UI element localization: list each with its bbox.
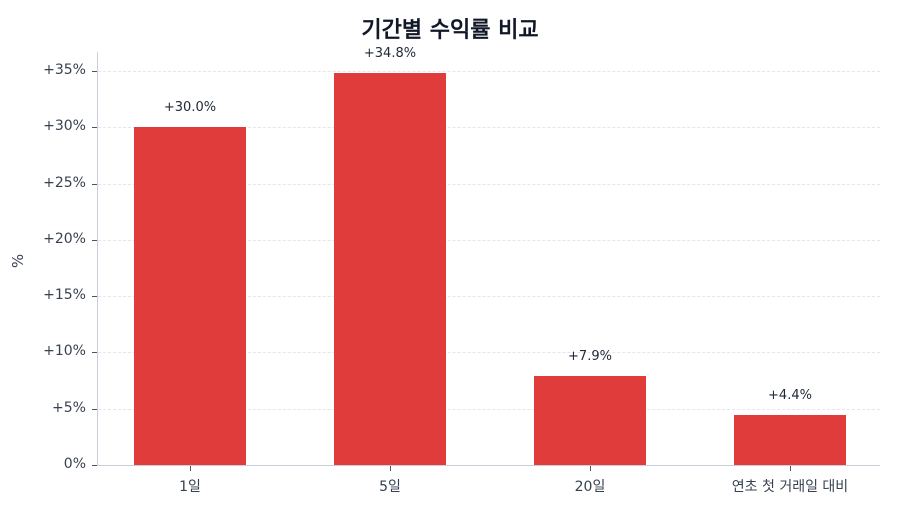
y-axis-line bbox=[97, 52, 98, 466]
bar-3 bbox=[534, 376, 646, 465]
gridline bbox=[98, 352, 880, 353]
x-axis-line bbox=[97, 465, 880, 466]
gridline bbox=[98, 296, 880, 297]
y-tick-label: +20% bbox=[43, 231, 86, 247]
bar-1 bbox=[134, 127, 246, 465]
y-tick-label: +5% bbox=[52, 400, 86, 416]
y-tick-label: +30% bbox=[43, 118, 86, 134]
y-tick-mark bbox=[92, 465, 97, 466]
y-tick-label: +15% bbox=[43, 287, 86, 303]
y-tick-label: +10% bbox=[43, 343, 86, 359]
bar-value-label: +30.0% bbox=[163, 100, 217, 115]
bar-value-label: +34.8% bbox=[363, 46, 417, 61]
x-tick-label: 1일 bbox=[179, 479, 201, 495]
y-tick-mark bbox=[92, 71, 97, 72]
chart-title: 기간별 수익률 비교 bbox=[361, 18, 539, 43]
gridline bbox=[98, 71, 880, 72]
y-tick-mark bbox=[92, 296, 97, 297]
y-tick-mark bbox=[92, 240, 97, 241]
x-tick-mark bbox=[190, 466, 191, 471]
gridline bbox=[98, 127, 880, 128]
gridline bbox=[98, 409, 880, 410]
x-tick-mark bbox=[790, 466, 791, 471]
x-tick-mark bbox=[390, 466, 391, 471]
y-tick-mark bbox=[92, 352, 97, 353]
y-tick-mark bbox=[92, 409, 97, 410]
x-tick-label: 연초 첫 거래일 대비 bbox=[731, 479, 849, 495]
y-tick-label: +35% bbox=[43, 62, 86, 78]
gridline bbox=[98, 184, 880, 185]
bar-4 bbox=[734, 415, 846, 465]
bar-value-label: +7.9% bbox=[568, 349, 612, 364]
gridline bbox=[98, 240, 880, 241]
bar-2 bbox=[334, 73, 446, 465]
y-axis-label: % bbox=[9, 253, 27, 269]
x-tick-label: 20일 bbox=[574, 479, 606, 495]
x-tick-label: 5일 bbox=[379, 479, 401, 495]
y-tick-mark bbox=[92, 184, 97, 185]
bar-value-label: +4.4% bbox=[768, 388, 812, 403]
y-tick-label: 0% bbox=[63, 456, 86, 472]
y-tick-label: +25% bbox=[43, 175, 86, 191]
y-tick-mark bbox=[92, 127, 97, 128]
x-tick-mark bbox=[590, 466, 591, 471]
